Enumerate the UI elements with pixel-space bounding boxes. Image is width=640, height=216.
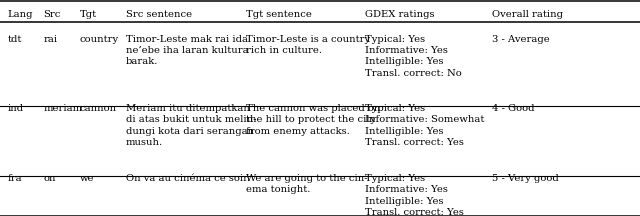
Text: The cannon was placed on
the hill to protect the city
from enemy attacks.: The cannon was placed on the hill to pro… (246, 104, 381, 136)
Text: Typical: Yes
Informative: Yes
Intelligible: Yes
Transl. correct: No: Typical: Yes Informative: Yes Intelligib… (365, 35, 461, 78)
Text: GDEX ratings: GDEX ratings (365, 10, 435, 19)
Text: Meriam itu ditempatkan
di atas bukit untuk melin-
dungi kota dari serangan
musuh: Meriam itu ditempatkan di atas bukit unt… (126, 104, 257, 147)
Text: ind: ind (8, 104, 24, 113)
Text: 5 - Very good: 5 - Very good (492, 174, 558, 183)
Text: Timor-Leste mak rai ida
ne’ebe iha laran kultura
barak.: Timor-Leste mak rai ida ne’ebe iha laran… (126, 35, 249, 67)
Text: On va au cinéma ce soir.: On va au cinéma ce soir. (126, 174, 250, 183)
Text: Tgt sentence: Tgt sentence (246, 10, 312, 19)
Text: Src sentence: Src sentence (126, 10, 192, 19)
Text: We are going to the cin-
ema tonight.: We are going to the cin- ema tonight. (246, 174, 368, 194)
Text: tdt: tdt (8, 35, 22, 44)
Text: country: country (80, 35, 119, 44)
Text: cannon: cannon (80, 104, 117, 113)
Text: 4 - Good: 4 - Good (492, 104, 534, 113)
Text: Timor-Leste is a country
rich in culture.: Timor-Leste is a country rich in culture… (246, 35, 371, 55)
Text: on: on (44, 174, 56, 183)
Text: Overall rating: Overall rating (492, 10, 563, 19)
Text: 3 - Average: 3 - Average (492, 35, 549, 44)
Text: we: we (80, 174, 95, 183)
Text: rai: rai (44, 35, 58, 44)
Text: Lang: Lang (8, 10, 33, 19)
Text: meriam: meriam (44, 104, 83, 113)
Text: fra: fra (8, 174, 22, 183)
Text: Tgt: Tgt (80, 10, 97, 19)
Text: Src: Src (44, 10, 61, 19)
Text: Typical: Yes
Informative: Somewhat
Intelligible: Yes
Transl. correct: Yes: Typical: Yes Informative: Somewhat Intel… (365, 104, 484, 147)
Text: Typical: Yes
Informative: Yes
Intelligible: Yes
Transl. correct: Yes: Typical: Yes Informative: Yes Intelligib… (365, 174, 463, 216)
